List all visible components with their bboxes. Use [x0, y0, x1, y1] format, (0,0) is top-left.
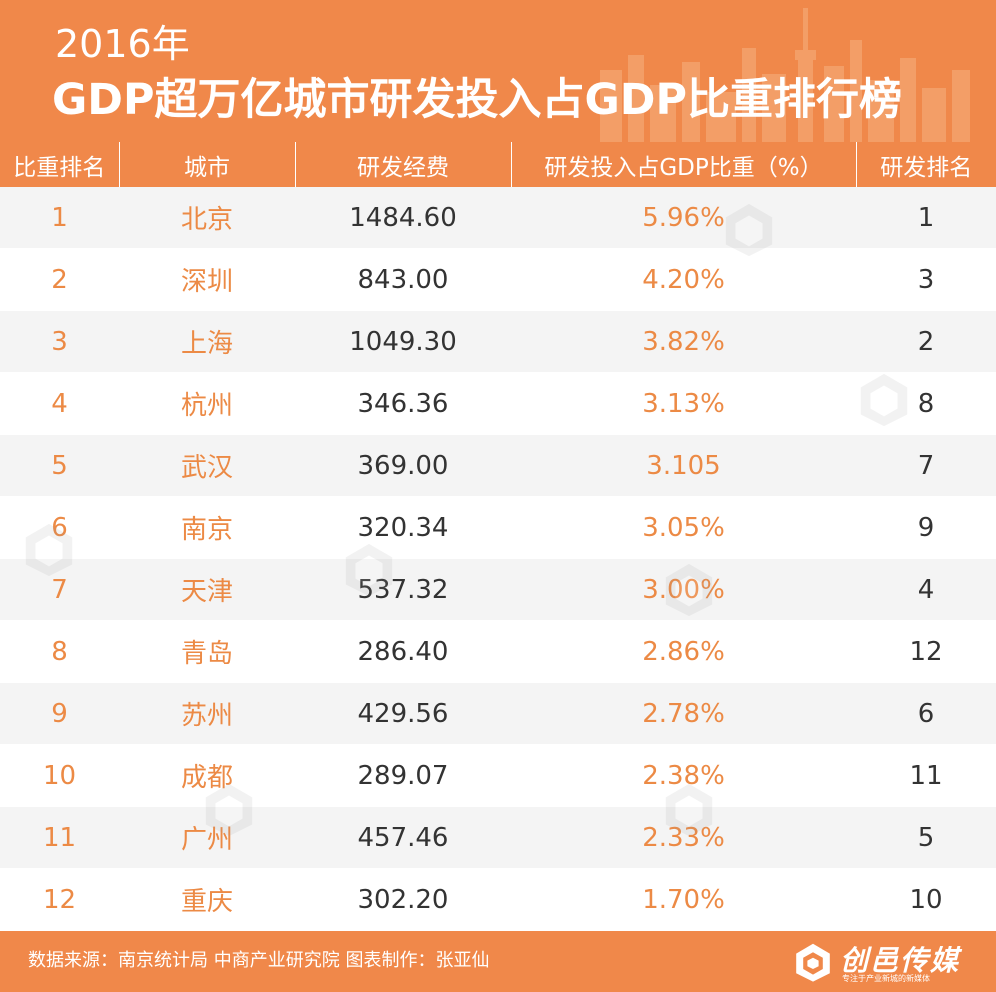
cell-city: 南京	[119, 496, 295, 559]
cell-rd-spend: 457.46	[295, 806, 511, 869]
data-source-note: 数据来源：南京统计局 中商产业研究院 图表制作：张亚仙	[28, 950, 490, 971]
cell-rd-share: 2.38%	[511, 744, 856, 807]
column-header-rd-spend: 研发经费	[294, 142, 511, 187]
brand-logo: 创邑传媒 专注于产业新城的新媒体	[792, 937, 972, 987]
table-row: 9 苏州 429.56 2.78% 6	[0, 682, 996, 745]
cell-city: 青岛	[119, 620, 295, 683]
table-row: 11 广州 457.46 2.33% 5	[0, 806, 996, 869]
cell-share-rank: 7	[0, 558, 119, 621]
cell-rd-spend: 1049.30	[295, 310, 511, 373]
cell-city: 广州	[119, 806, 295, 869]
cell-rd-share: 3.13%	[511, 372, 856, 435]
brand-logo-icon	[796, 943, 830, 982]
cell-rd-rank: 8	[856, 372, 996, 435]
cell-rd-spend: 537.32	[295, 558, 511, 621]
cell-rd-spend: 369.00	[295, 434, 511, 497]
cell-rd-share: 3.105	[511, 434, 856, 497]
column-header-rd-rank: 研发排名	[855, 142, 996, 187]
cell-city: 北京	[119, 187, 295, 249]
cell-rd-share: 3.05%	[511, 496, 856, 559]
cell-share-rank: 10	[0, 744, 119, 807]
brand-logo-subtitle: 专注于产业新城的新媒体	[842, 974, 930, 983]
cell-rd-spend: 429.56	[295, 682, 511, 745]
table-row: 7 天津 537.32 3.00% 4	[0, 558, 996, 621]
cell-rd-rank: 2	[856, 310, 996, 373]
title-banner: 2016年 GDP超万亿城市研发投入占GDP比重排行榜	[0, 0, 996, 142]
footer-bar: 数据来源：南京统计局 中商产业研究院 图表制作：张亚仙 创邑传媒 专注于产业新城…	[0, 931, 996, 992]
cell-rd-share: 3.00%	[511, 558, 856, 621]
cell-rd-share: 2.86%	[511, 620, 856, 683]
table-row: 3 上海 1049.30 3.82% 2	[0, 310, 996, 373]
cell-share-rank: 11	[0, 806, 119, 869]
cell-rd-share: 5.96%	[511, 187, 856, 249]
table-row: 2 深圳 843.00 4.20% 3	[0, 248, 996, 311]
cell-city: 杭州	[119, 372, 295, 435]
cell-city: 天津	[119, 558, 295, 621]
cell-share-rank: 4	[0, 372, 119, 435]
city-skyline-decoration	[600, 8, 970, 142]
cell-rd-rank: 3	[856, 248, 996, 311]
cell-rd-rank: 10	[856, 868, 996, 931]
brand-logo-text: 创邑传媒	[840, 944, 961, 977]
cell-rd-share: 2.78%	[511, 682, 856, 745]
cell-city: 武汉	[119, 434, 295, 497]
cell-rd-share: 1.70%	[511, 868, 856, 931]
cell-rd-rank: 6	[856, 682, 996, 745]
cell-city: 上海	[119, 310, 295, 373]
cell-rd-spend: 302.20	[295, 868, 511, 931]
cell-rd-spend: 286.40	[295, 620, 511, 683]
cell-rd-rank: 1	[856, 187, 996, 249]
column-header-city: 城市	[118, 142, 295, 187]
cell-city: 重庆	[119, 868, 295, 931]
table-row: 5 武汉 369.00 3.105 7	[0, 434, 996, 497]
page-title: GDP超万亿城市研发投入占GDP比重排行榜	[52, 75, 903, 125]
cell-share-rank: 6	[0, 496, 119, 559]
table-row: 10 成都 289.07 2.38% 11	[0, 744, 996, 807]
table-header-row: 比重排名 城市 研发经费 研发投入占GDP比重（%） 研发排名	[0, 142, 996, 187]
cell-city: 苏州	[119, 682, 295, 745]
cell-share-rank: 8	[0, 620, 119, 683]
cell-rd-rank: 7	[856, 434, 996, 497]
cell-rd-spend: 346.36	[295, 372, 511, 435]
title-year: 2016年	[55, 22, 190, 66]
cell-rd-spend: 320.34	[295, 496, 511, 559]
ranking-table: 比重排名 城市 研发经费 研发投入占GDP比重（%） 研发排名 1 北京 1484.…	[0, 142, 996, 931]
cell-city: 成都	[119, 744, 295, 807]
cell-share-rank: 1	[0, 187, 119, 249]
cell-share-rank: 5	[0, 434, 119, 497]
cell-rd-share: 3.82%	[511, 310, 856, 373]
cell-rd-share: 2.33%	[511, 806, 856, 869]
table-row: 12 重庆 302.20 1.70% 10	[0, 868, 996, 931]
table-row: 8 青岛 286.40 2.86% 12	[0, 620, 996, 683]
column-header-rd-share: 研发投入占GDP比重（%）	[510, 142, 856, 187]
table-row: 4 杭州 346.36 3.13% 8	[0, 372, 996, 435]
cell-rd-rank: 12	[856, 620, 996, 683]
cell-rd-spend: 1484.60	[295, 187, 511, 249]
cell-rd-share: 4.20%	[511, 248, 856, 311]
cell-rd-rank: 9	[856, 496, 996, 559]
cell-share-rank: 12	[0, 868, 119, 931]
cell-rd-spend: 289.07	[295, 744, 511, 807]
table-row: 6 南京 320.34 3.05% 9	[0, 496, 996, 559]
cell-share-rank: 3	[0, 310, 119, 373]
cell-share-rank: 9	[0, 682, 119, 745]
cell-rd-rank: 5	[856, 806, 996, 869]
table-row: 1 北京 1484.60 5.96% 1	[0, 187, 996, 249]
cell-rd-spend: 843.00	[295, 248, 511, 311]
cell-share-rank: 2	[0, 248, 119, 311]
cell-rd-rank: 4	[856, 558, 996, 621]
column-header-share-rank: 比重排名	[0, 142, 119, 187]
cell-rd-rank: 11	[856, 744, 996, 807]
cell-city: 深圳	[119, 248, 295, 311]
